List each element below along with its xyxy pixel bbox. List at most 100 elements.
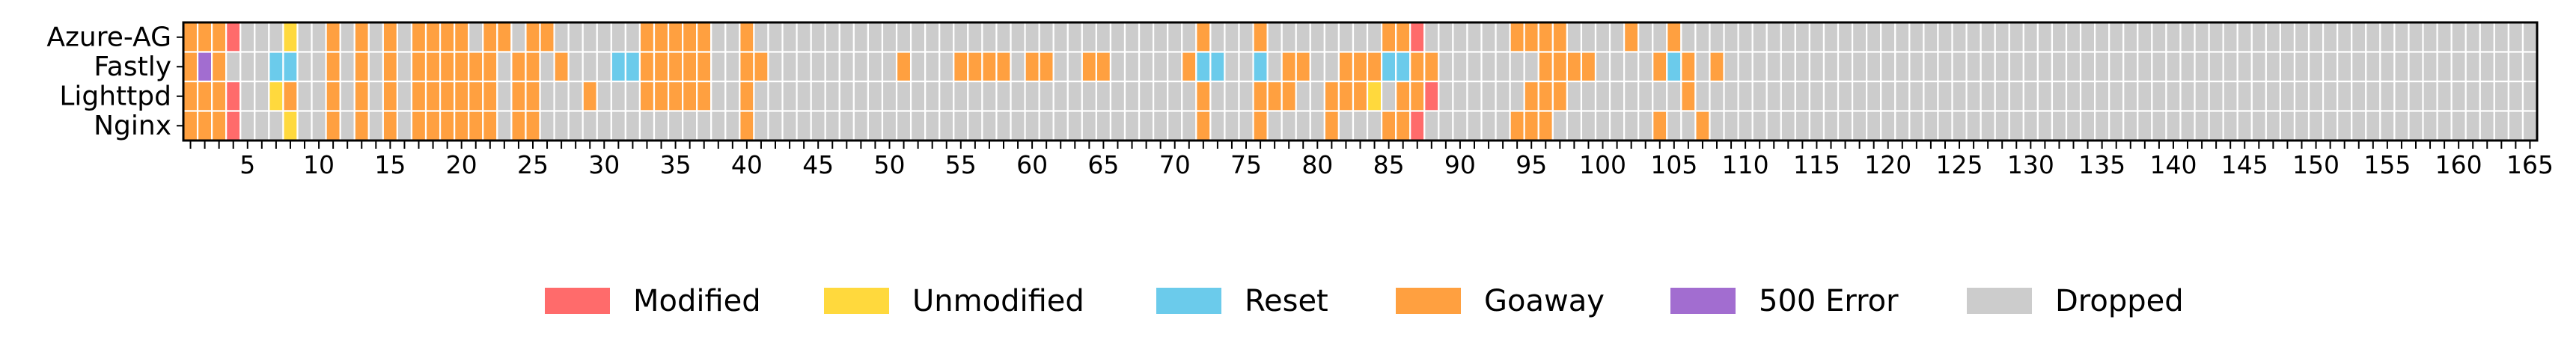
heatmap-cell (895, 80, 912, 112)
heatmap-cell (767, 110, 784, 142)
heatmap-cell (1894, 21, 1911, 53)
heatmap-cells (182, 21, 2539, 142)
heatmap-cell (382, 21, 399, 53)
x-tick-label: 155 (2363, 150, 2411, 179)
heatmap-cell (296, 21, 313, 53)
heatmap-cell (539, 21, 555, 53)
heatmap-cell (1252, 21, 1269, 53)
heatmap-cell (1452, 51, 1468, 83)
heatmap-cell (2208, 80, 2224, 112)
heatmap-cell (2279, 51, 2296, 83)
heatmap-cell (796, 110, 812, 142)
heatmap-cell (367, 110, 384, 142)
heatmap-cell (268, 110, 284, 142)
heatmap-cell (1409, 21, 1426, 53)
heatmap-cell (482, 51, 498, 83)
x-tick-label: 25 (517, 150, 549, 179)
heatmap-cell (1537, 51, 1554, 83)
heatmap-cell (1480, 80, 1497, 112)
heatmap-cell (2165, 51, 2182, 83)
heatmap-cell (1480, 110, 1497, 142)
heatmap-cell (1081, 80, 1097, 112)
heatmap-cell (596, 21, 612, 53)
heatmap-cell (2022, 51, 2039, 83)
heatmap-cell (624, 80, 641, 112)
heatmap-cell (482, 80, 498, 112)
heatmap-cell (1024, 51, 1040, 83)
heatmap-cell (1937, 51, 1953, 83)
heatmap-cell (881, 110, 898, 142)
heatmap-cell (1153, 110, 1169, 142)
heatmap-cell (1937, 21, 1953, 53)
heatmap-cell (1822, 110, 1840, 142)
heatmap-cell (2307, 51, 2325, 83)
heatmap-cell (653, 21, 670, 53)
heatmap-cell (239, 110, 256, 142)
heatmap-cell (1894, 110, 1911, 142)
heatmap-cell (1423, 110, 1440, 142)
x-tick-label: 45 (802, 150, 834, 179)
heatmap-cell (1252, 110, 1269, 142)
heatmap-cell (1038, 21, 1054, 53)
heatmap-cell (1694, 110, 1711, 142)
heatmap-cell (1066, 110, 1083, 142)
heatmap-cell (439, 21, 456, 53)
heatmap-cell (1709, 51, 1725, 83)
heatmap-cell (2307, 110, 2325, 142)
heatmap-cell (924, 21, 941, 53)
heatmap-cell (1480, 51, 1497, 83)
heatmap-cell (596, 80, 612, 112)
heatmap-cell (1095, 51, 1112, 83)
heatmap-cell (1880, 80, 1896, 112)
heatmap-cell (1309, 51, 1325, 83)
heatmap-cell (2137, 21, 2153, 53)
heatmap-cell (1980, 21, 1996, 53)
heatmap-cell (1466, 80, 1483, 112)
x-tick-label: 135 (2078, 150, 2125, 179)
heatmap-cell (1081, 51, 1097, 83)
x-tick-label: 10 (303, 150, 335, 179)
heatmap-cell (1694, 51, 1711, 83)
heatmap-cell (1195, 21, 1212, 53)
heatmap-cell (638, 110, 656, 142)
heatmap-cell (239, 21, 256, 53)
heatmap-cell (881, 80, 898, 112)
heatmap-cell (2194, 80, 2210, 112)
heatmap-cell (1452, 80, 1468, 112)
heatmap-cell (1723, 110, 1739, 142)
heatmap-cell (1551, 80, 1568, 112)
heatmap-cell (2436, 80, 2453, 112)
heatmap-cell (2436, 110, 2453, 142)
heatmap-cell (325, 21, 341, 53)
heatmap-cell (182, 110, 199, 142)
x-tick-label: 60 (1016, 150, 1048, 179)
heatmap-cell (1880, 21, 1896, 53)
heatmap-cell (396, 51, 413, 83)
heatmap-cell (1295, 21, 1311, 53)
heatmap-cell (1765, 80, 1782, 112)
heatmap-cell (311, 80, 327, 112)
heatmap-cell (2393, 80, 2410, 112)
heatmap-cell (1024, 21, 1040, 53)
heatmap-cell (2250, 51, 2267, 83)
heatmap-cell (582, 80, 598, 112)
heatmap-cell (895, 21, 912, 53)
heatmap-cell (1395, 51, 1411, 83)
heatmap-cell (1951, 21, 1968, 53)
heatmap-cell (2337, 21, 2353, 53)
heatmap-cell (382, 51, 399, 83)
heatmap-cell (1751, 80, 1768, 112)
heatmap-cell (838, 80, 855, 112)
heatmap-cell (525, 80, 541, 112)
heatmap-cell (1908, 110, 1925, 142)
heatmap-cell (268, 51, 284, 83)
heatmap-cell (1965, 51, 1982, 83)
heatmap-cell (1466, 110, 1483, 142)
heatmap-cell (2222, 21, 2238, 53)
heatmap-cell (1109, 110, 1126, 142)
heatmap-cell (525, 51, 541, 83)
heatmap-cell (724, 51, 741, 83)
heatmap-cell (1794, 51, 1811, 83)
heatmap-cell (254, 110, 270, 142)
heatmap-cell (2422, 110, 2438, 142)
